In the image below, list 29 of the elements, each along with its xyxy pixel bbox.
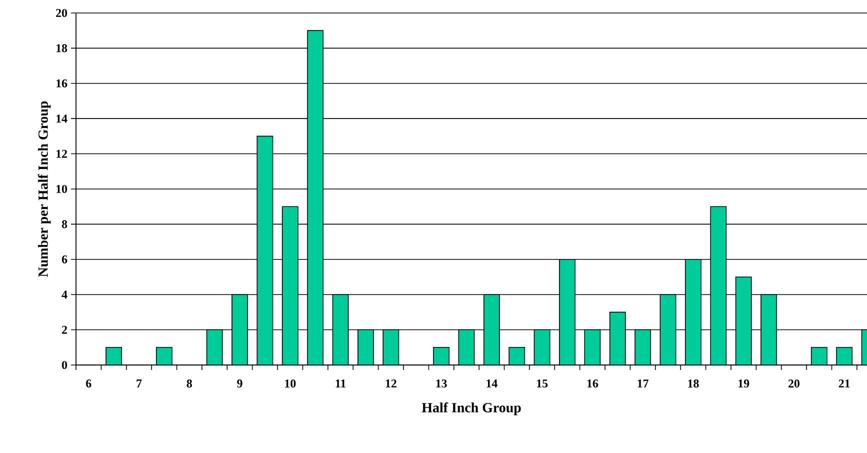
x-tick-label: 14	[486, 380, 498, 388]
y-tick-label: 8	[62, 220, 68, 228]
x-tick-label: 12	[386, 380, 396, 388]
x-tick-label: 8	[186, 380, 192, 388]
x-axis-title: Half Inch Group	[422, 402, 521, 416]
x-tick-label: 10	[285, 380, 296, 388]
y-tick-label: 6	[62, 255, 68, 264]
x-tick-label: 6	[86, 380, 92, 388]
x-tick-label: 15	[537, 380, 548, 388]
y-axis-title: Number per Half Inch Group	[38, 101, 51, 277]
x-tick-label: 19	[738, 380, 750, 388]
y-tick-label: 14	[56, 114, 68, 123]
x-tick-label: 9	[237, 380, 242, 388]
y-tick-label: 12	[56, 150, 67, 158]
y-tick-label: 2	[62, 326, 67, 334]
x-tick-label: 16	[587, 380, 598, 388]
x-tick-label: 13	[436, 380, 447, 388]
y-tick-label: 16	[56, 79, 68, 88]
y-tick-label: 0	[62, 360, 68, 370]
x-tick-label: 18	[688, 380, 699, 388]
x-tick-label: 21	[838, 380, 850, 388]
x-tick-label: 17	[638, 380, 648, 388]
x-tick-label: 7	[136, 380, 142, 388]
x-tick-label: 20	[788, 380, 800, 388]
x-tick-label: 11	[336, 380, 346, 388]
y-tick-label: 4	[62, 290, 68, 299]
y-tick-label: 20	[56, 8, 68, 18]
y-tick-label: 10	[56, 184, 68, 194]
y-tick-label: 18	[56, 44, 68, 52]
